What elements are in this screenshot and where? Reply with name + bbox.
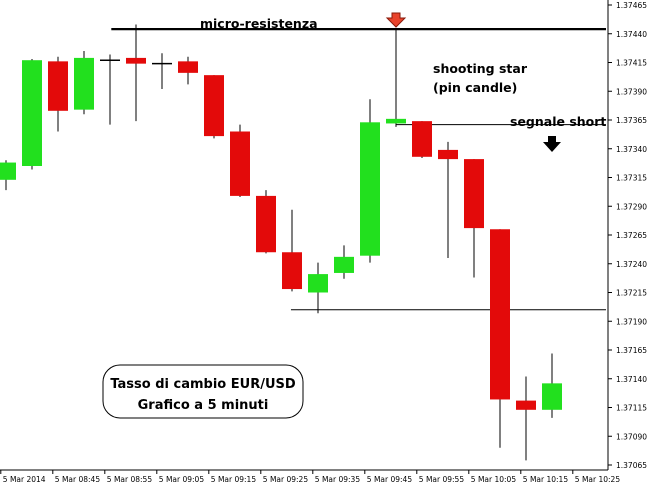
candle xyxy=(152,53,172,89)
short-signal-arrow-icon xyxy=(543,136,561,152)
y-tick-label: 1.37240 xyxy=(616,260,647,269)
candle-body xyxy=(126,57,146,64)
candle-body xyxy=(282,252,302,290)
x-tick-label: 5 Mar 09:05 xyxy=(159,475,205,484)
x-tick-label: 5 Mar 08:55 xyxy=(107,475,153,484)
candle xyxy=(178,56,198,85)
x-tick-label: 5 Mar 10:05 xyxy=(471,475,517,484)
candle-body xyxy=(542,383,562,410)
candles xyxy=(0,24,562,461)
candle xyxy=(308,262,328,314)
y-tick-label: 1.37340 xyxy=(616,145,647,154)
y-tick-label: 1.37190 xyxy=(616,317,647,326)
info-subtitle: Grafico a 5 minuti xyxy=(138,398,269,413)
y-tick-label: 1.37115 xyxy=(616,404,647,413)
candle-body xyxy=(0,162,16,180)
candle-body xyxy=(308,274,328,293)
x-tick-label: 5 Mar 09:15 xyxy=(211,475,257,484)
y-tick-label: 1.37365 xyxy=(616,116,647,125)
candle-body xyxy=(334,256,354,273)
x-tick-label: 5 Mar 09:25 xyxy=(263,475,309,484)
candle-body xyxy=(516,400,536,410)
y-tick-label: 1.37390 xyxy=(616,87,647,96)
x-tick-label: 5 Mar 09:35 xyxy=(315,475,361,484)
annotation-pin-candle: (pin candle) xyxy=(433,80,517,95)
x-tick-label: 5 Mar 10:15 xyxy=(523,475,569,484)
candle xyxy=(48,56,68,132)
y-tick-label: 1.37065 xyxy=(616,461,647,470)
candle-body xyxy=(256,195,276,253)
candle xyxy=(516,376,536,461)
candle xyxy=(100,54,120,125)
y-tick-label: 1.37415 xyxy=(616,59,647,68)
x-tick-label: 5 Mar 2014 xyxy=(3,475,46,484)
y-tick-label: 1.37215 xyxy=(616,289,647,298)
y-tick-label: 1.37265 xyxy=(616,231,647,240)
candle xyxy=(0,160,16,191)
x-tick-label: 5 Mar 09:45 xyxy=(367,475,413,484)
info-title: Tasso di cambio EUR/USD xyxy=(110,377,296,392)
y-tick-label: 1.37315 xyxy=(616,174,647,183)
candle-body xyxy=(360,122,380,256)
candle xyxy=(230,124,250,198)
y-tick-label: 1.37090 xyxy=(616,432,647,441)
candle-body xyxy=(204,75,224,137)
candle-body xyxy=(178,61,198,73)
candle xyxy=(490,229,510,448)
candle xyxy=(360,99,380,263)
candle-body xyxy=(464,159,484,229)
x-tick-label: 5 Mar 08:45 xyxy=(55,475,101,484)
candle-body xyxy=(490,229,510,400)
x-tick-label: 5 Mar 10:25 xyxy=(575,475,621,484)
annotation-micro-resistenza: micro-resistenza xyxy=(200,16,318,31)
candle-body xyxy=(386,118,406,124)
candle xyxy=(256,190,276,254)
annotations: micro-resistenza shooting star (pin cand… xyxy=(102,12,606,419)
y-tick-label: 1.37140 xyxy=(616,375,647,384)
annotation-shooting-star: shooting star xyxy=(433,61,528,76)
candle xyxy=(412,121,432,158)
candle xyxy=(542,353,562,418)
y-tick-label: 1.37165 xyxy=(616,346,647,355)
x-tick-label: 5 Mar 09:55 xyxy=(419,475,465,484)
candle xyxy=(74,51,94,115)
candle xyxy=(334,245,354,279)
candle xyxy=(464,159,484,278)
candle xyxy=(22,59,42,170)
annotation-segnale-short: segnale short xyxy=(510,114,606,129)
candle xyxy=(282,209,302,292)
resistance-arrow-icon xyxy=(385,12,407,28)
y-tick-label: 1.37465 xyxy=(616,1,647,10)
y-axis: 1.37465 1.37440 1.37415 1.37390 1.37365 1.373… xyxy=(608,1,647,470)
info-box xyxy=(102,364,304,419)
candle-body xyxy=(438,149,458,160)
x-axis: 5 Mar 2014 5 Mar 08:45 5 Mar 08:55 5 Mar 09… xyxy=(0,470,621,484)
candle-body xyxy=(22,60,42,167)
candle-body xyxy=(74,57,94,110)
y-tick-label: 1.37440 xyxy=(616,30,647,39)
candle-body xyxy=(230,131,250,196)
candle xyxy=(204,75,224,139)
candle xyxy=(438,141,458,258)
candle xyxy=(386,28,406,127)
y-tick-label: 1.37290 xyxy=(616,202,647,211)
candle xyxy=(126,24,146,122)
candle-body xyxy=(48,61,68,111)
candle-body xyxy=(412,121,432,157)
